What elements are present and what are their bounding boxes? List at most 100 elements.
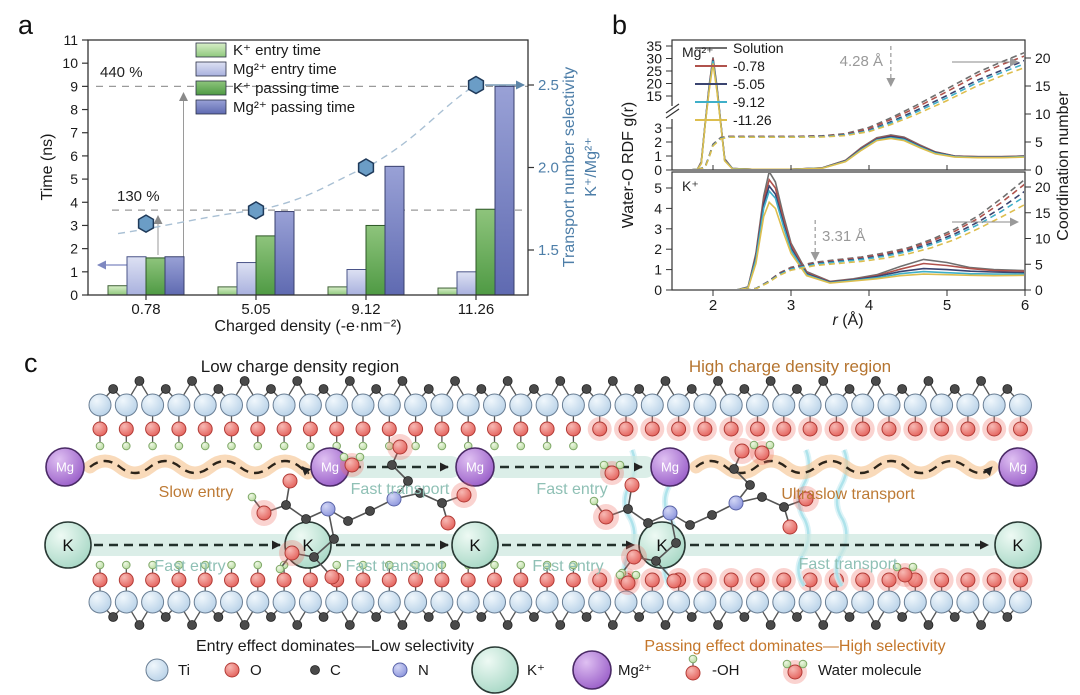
o-atom	[644, 572, 660, 588]
o-atom	[145, 421, 161, 437]
c-atom	[266, 612, 276, 622]
x-tick-label: 6	[1021, 297, 1029, 314]
ti-atom	[246, 590, 270, 614]
c-atom	[713, 376, 723, 386]
ti-atom	[772, 590, 796, 614]
k-ion	[994, 521, 1042, 569]
ti-atom	[220, 393, 243, 417]
ti-atom	[798, 590, 822, 614]
bar-K⁺ passing time-11.26	[475, 208, 496, 296]
c-atom	[897, 384, 908, 394]
c-atom	[581, 612, 592, 622]
h-atom	[247, 492, 257, 502]
o-atom	[197, 421, 213, 437]
c-atom	[365, 506, 375, 516]
o-atom	[620, 575, 636, 591]
o-atom	[171, 572, 187, 588]
legend-label: K⁺	[527, 662, 545, 679]
c-atom	[844, 612, 855, 622]
legend-swatch	[195, 61, 227, 77]
y-tick-label: 7	[70, 125, 78, 141]
mg-right-tick-label: 20	[1035, 50, 1051, 66]
selectivity-marker	[357, 158, 375, 177]
ti-atom	[851, 590, 875, 614]
c-atom	[765, 620, 776, 630]
selectivity-marker	[467, 75, 485, 95]
h-atom	[339, 452, 349, 462]
ti-atom	[483, 393, 506, 417]
o-atom	[798, 491, 814, 507]
c-atom	[450, 620, 460, 630]
bar-K⁺ entry time-11.26	[437, 287, 458, 296]
o-atom	[487, 421, 502, 437]
c-atom	[266, 384, 276, 394]
legend-label: -11.26	[733, 112, 772, 128]
h-atom	[253, 560, 263, 570]
label-slow-entry: Slow entry	[158, 484, 234, 501]
c-atom	[765, 376, 776, 386]
o-atom	[381, 421, 397, 437]
c-atom	[134, 376, 145, 386]
o-atom	[92, 572, 108, 588]
mg-right-tick-label: 15	[1035, 78, 1051, 94]
ti-atom	[298, 393, 322, 417]
ion-label: Mg	[321, 460, 339, 475]
c-atom	[707, 510, 717, 520]
h-atom	[908, 562, 918, 572]
panel-b-label: b	[612, 10, 628, 40]
ti-atom	[640, 393, 664, 417]
ti-atom	[298, 590, 322, 614]
ti-atom	[667, 590, 691, 614]
o-atom	[934, 421, 950, 437]
x-tick-label: 2	[709, 297, 717, 314]
ti-atom	[930, 393, 954, 417]
o-atom	[513, 421, 529, 437]
o-atom	[697, 421, 713, 437]
legend-label: Mg²⁺ entry time	[233, 61, 337, 78]
h-atom	[490, 560, 499, 570]
legend-label: -0.78	[733, 58, 765, 74]
bar-Mg²⁺ entry time-5.05	[236, 262, 257, 296]
ti-atom	[325, 393, 349, 417]
x-tick-label: 0.78	[131, 301, 160, 318]
ti-atom	[719, 393, 743, 417]
panel-b-x-axis-title: r (Å)	[832, 312, 864, 329]
o-atom	[324, 569, 340, 585]
h-atom	[174, 441, 184, 451]
n-atom	[662, 505, 678, 521]
subplot-title-k: K⁺	[682, 178, 699, 194]
ti-atom	[430, 393, 454, 417]
c-atom	[239, 620, 250, 630]
o-atom	[460, 421, 476, 437]
x-tick-label: 11.26	[458, 301, 494, 318]
o-atom	[723, 421, 739, 437]
o-atom	[802, 421, 818, 437]
o-atom	[224, 421, 239, 437]
h-atom	[148, 560, 157, 570]
o-atom	[460, 572, 476, 588]
ti-atom	[377, 590, 401, 614]
orange-glow-path	[83, 454, 315, 480]
legend-label: O	[250, 662, 262, 679]
c-atom	[686, 612, 697, 622]
h-atom	[411, 441, 420, 451]
ti-atom	[930, 590, 954, 614]
o-atom	[828, 421, 844, 437]
h-atom	[615, 460, 625, 470]
c-atom	[213, 384, 224, 394]
c-atom	[529, 612, 539, 622]
o-atom	[1013, 572, 1028, 588]
o-atom	[487, 572, 502, 588]
panel-a-right-axis-subtitle: K⁺/Mg²⁺	[583, 137, 600, 197]
k-ion-legend	[471, 646, 519, 694]
bar-K⁺ entry time-5.05	[217, 286, 238, 296]
o-atom	[626, 549, 642, 565]
o-atom	[592, 421, 608, 437]
o-atom	[224, 662, 240, 678]
teal-glow-band	[486, 456, 656, 478]
panel-a-x-axis-title: Charged density (-e·nm⁻²)	[214, 318, 402, 335]
y-tick-label: 9	[70, 78, 78, 94]
right-y-tick-label: 2.0	[538, 160, 559, 177]
mg-left-tick-label: 35	[646, 38, 662, 54]
y-tick-label: 8	[70, 102, 78, 118]
